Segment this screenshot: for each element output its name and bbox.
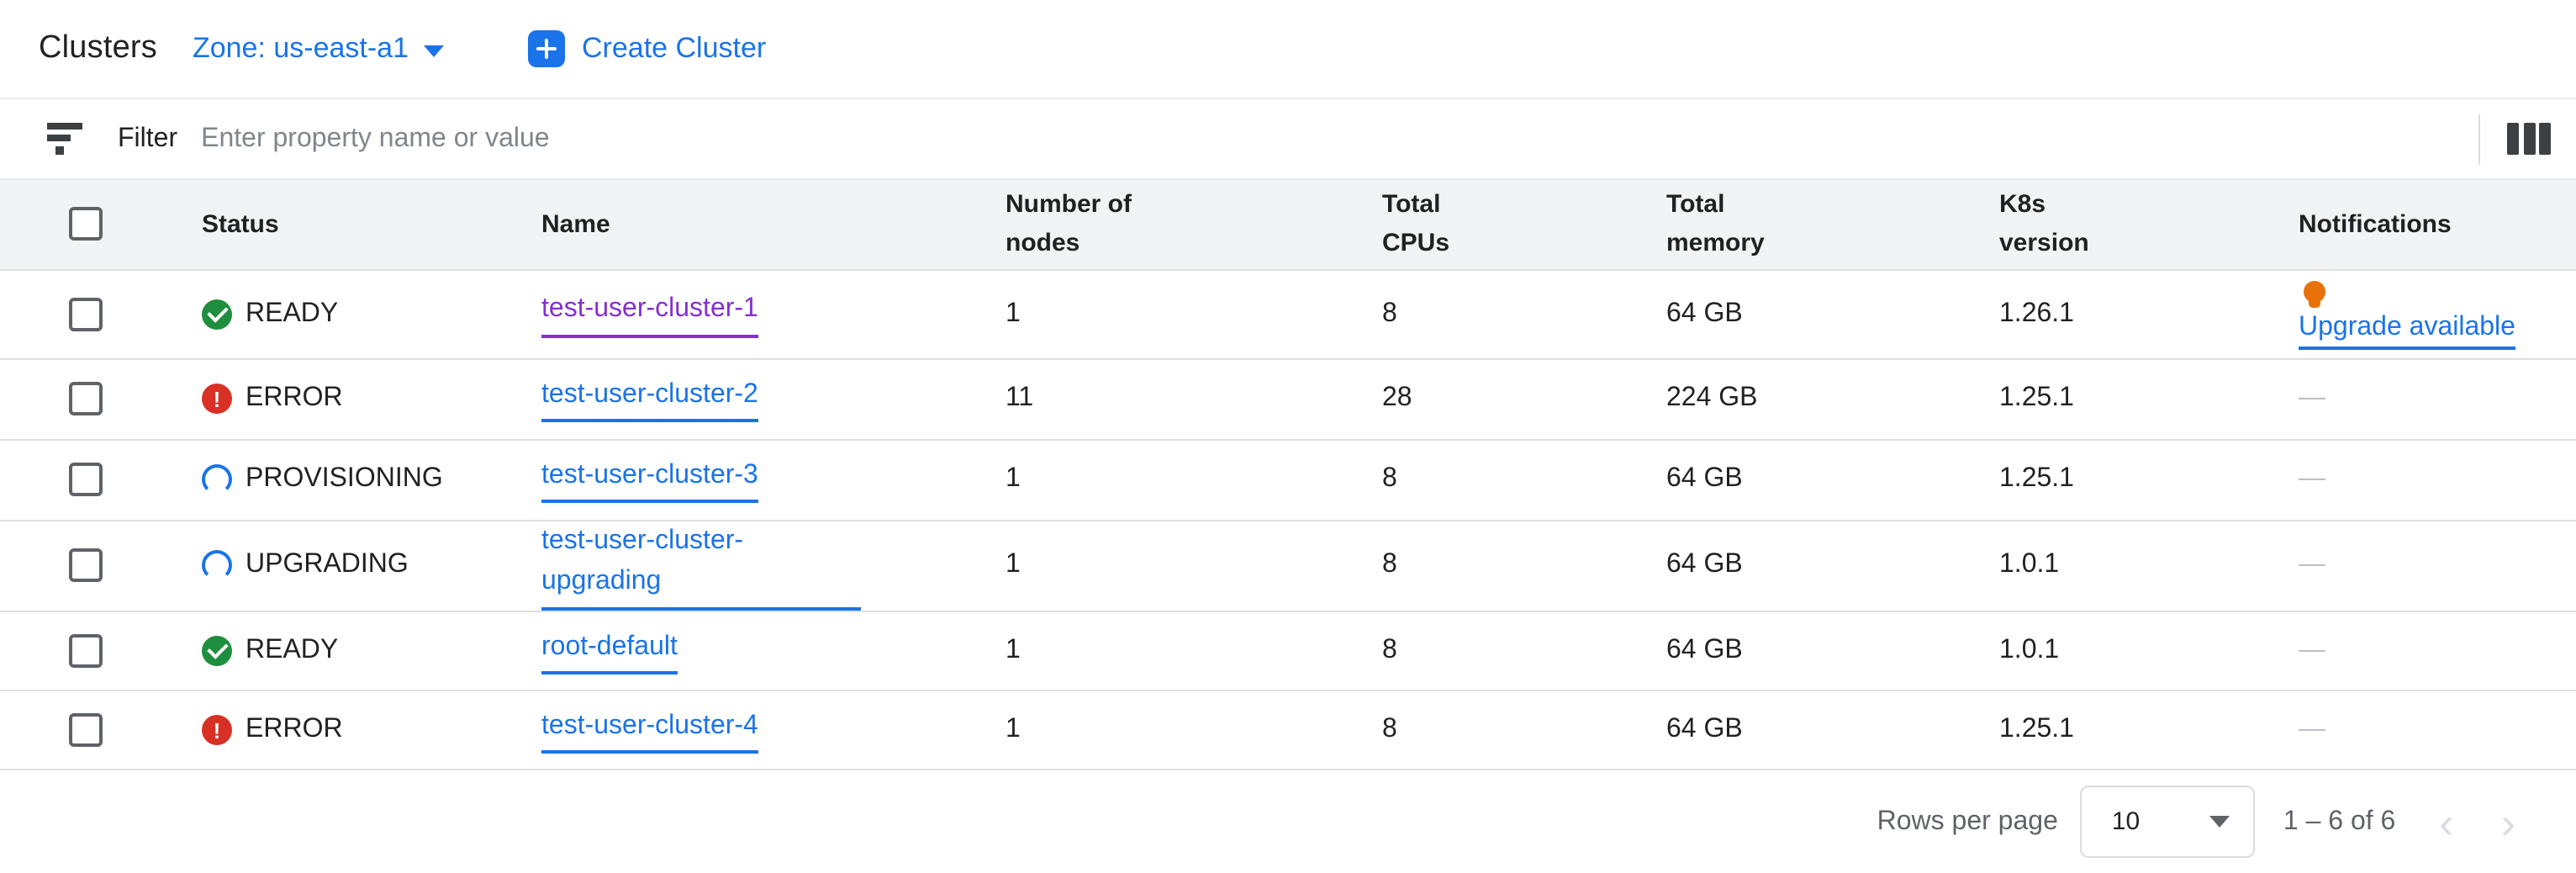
nodes-cell: 11: [1006, 384, 1034, 412]
table-row: PROVISIONING test-user-cluster-3 1 8 64 …: [0, 439, 2576, 520]
select-all-checkbox[interactable]: [69, 207, 103, 241]
nodes-cell: 1: [1006, 464, 1021, 493]
cluster-name-link[interactable]: test-user-cluster-1: [541, 289, 758, 338]
column-header-nodes: Number of nodes: [1006, 190, 1132, 258]
row-checkbox[interactable]: [69, 297, 103, 331]
memory-cell: 224 GB: [1666, 384, 1758, 412]
spinner-icon: [202, 464, 232, 495]
ready-icon: [202, 636, 232, 667]
chevron-right-icon[interactable]: ›: [2498, 800, 2519, 844]
notification-cell: —: [2299, 384, 2325, 412]
chevron-left-icon[interactable]: ‹: [2436, 800, 2457, 844]
upgrade-available-link[interactable]: Upgrade available: [2299, 312, 2515, 349]
status-cell: READY: [202, 636, 518, 667]
clusters-table: Status Name Number of nodes Total CPUs T…: [0, 180, 2576, 770]
column-header-status: Status: [202, 209, 279, 239]
status-cell: ERROR: [202, 715, 518, 746]
status-cell: READY: [202, 299, 518, 329]
nodes-cell: 1: [1006, 715, 1021, 744]
table-row: UPGRADING test-user-cluster-upgrading 1 …: [0, 520, 2576, 611]
cluster-name-link[interactable]: test-user-cluster-3: [541, 455, 758, 504]
cpus-cell: 8: [1382, 299, 1397, 327]
notification-cell: —: [2299, 715, 2325, 744]
filter-input[interactable]: [201, 124, 2465, 154]
filter-label: Filter: [118, 124, 178, 152]
memory-cell: 64 GB: [1666, 715, 1743, 744]
error-icon: [202, 715, 232, 746]
column-header-k8s-version: K8s version: [1999, 190, 2089, 258]
table-row: ERROR test-user-cluster-4 1 8 64 GB 1.25…: [0, 690, 2576, 770]
cpus-cell: 8: [1382, 636, 1397, 665]
bulb-icon: [2304, 280, 2325, 307]
caret-down-icon: [2209, 816, 2230, 828]
cpus-cell: 28: [1382, 384, 1412, 412]
notification-cell: —: [2299, 464, 2325, 493]
row-checkbox[interactable]: [69, 382, 103, 415]
toolbar-divider: [2478, 114, 2480, 164]
cpus-cell: 8: [1382, 550, 1397, 579]
status-cell: ERROR: [202, 384, 518, 414]
k8s-version-cell: 1.25.1: [1999, 384, 2074, 412]
table-row: READY test-user-cluster-1 1 8 64 GB 1.26…: [0, 269, 2576, 358]
plus-icon: [528, 30, 565, 67]
create-cluster-button[interactable]: Create Cluster: [528, 30, 766, 67]
page-range-text: 1 – 6 of 6: [2283, 807, 2396, 836]
cluster-name-link[interactable]: test-user-cluster-4: [541, 706, 758, 754]
rows-per-page-value: 10: [2111, 807, 2141, 837]
column-header-memory: Total memory: [1666, 190, 1765, 258]
notification-cell: —: [2299, 636, 2325, 665]
filter-icon[interactable]: [47, 123, 84, 155]
nodes-cell: 1: [1006, 636, 1021, 665]
memory-cell: 64 GB: [1666, 299, 1743, 327]
rows-per-page-label: Rows per page: [1877, 807, 2058, 836]
cluster-name-link[interactable]: root-default: [541, 627, 678, 675]
notification-cell: —: [2299, 550, 2325, 579]
filter-bar: Filter: [0, 99, 2576, 180]
topbar: Clusters Zone: us-east-a1 Create Cluster: [0, 0, 2576, 99]
table-row: ERROR test-user-cluster-2 11 28 224 GB 1…: [0, 358, 2576, 439]
notification-cell: Upgrade available: [2299, 272, 2552, 356]
create-cluster-label: Create Cluster: [582, 32, 767, 64]
memory-cell: 64 GB: [1666, 464, 1743, 493]
memory-cell: 64 GB: [1666, 636, 1743, 665]
zone-selector[interactable]: Zone: us-east-a1: [193, 32, 444, 66]
memory-cell: 64 GB: [1666, 550, 1743, 579]
k8s-version-cell: 1.25.1: [1999, 715, 2074, 744]
cluster-name-link[interactable]: test-user-cluster-upgrading: [541, 521, 861, 611]
column-header-cpus: Total CPUs: [1382, 190, 1450, 258]
ready-icon: [202, 299, 232, 329]
k8s-version-cell: 1.0.1: [1999, 636, 2060, 665]
status-cell: PROVISIONING: [202, 464, 518, 495]
nodes-cell: 1: [1006, 299, 1021, 327]
column-header-name: Name: [541, 209, 610, 239]
caret-down-icon: [424, 45, 444, 56]
rows-per-page-select[interactable]: 10: [2079, 786, 2255, 859]
status-cell: UPGRADING: [202, 550, 518, 581]
row-checkbox[interactable]: [69, 463, 103, 496]
nodes-cell: 1: [1006, 550, 1021, 579]
columns-icon[interactable]: [2504, 119, 2554, 158]
column-header-notifications: Notifications: [2299, 209, 2452, 239]
table-row: READY root-default 1 8 64 GB 1.0.1 —: [0, 611, 2576, 690]
k8s-version-cell: 1.25.1: [1999, 464, 2074, 493]
row-checkbox[interactable]: [69, 548, 103, 583]
cpus-cell: 8: [1382, 464, 1397, 493]
k8s-version-cell: 1.0.1: [1999, 550, 2060, 579]
row-checkbox[interactable]: [69, 713, 103, 748]
k8s-version-cell: 1.26.1: [1999, 299, 2074, 327]
cluster-name-link[interactable]: test-user-cluster-2: [541, 374, 758, 423]
zone-label: Zone: us-east-a1: [192, 32, 409, 64]
spinner-icon: [202, 550, 232, 581]
row-checkbox[interactable]: [69, 634, 103, 669]
pagination-bar: Rows per page 10 1 – 6 of 6 ‹ ›: [0, 770, 2576, 873]
cpus-cell: 8: [1382, 715, 1397, 744]
table-header-row: Status Name Number of nodes Total CPUs T…: [0, 180, 2576, 269]
error-icon: [202, 384, 232, 414]
page-title: Clusters: [39, 30, 157, 66]
